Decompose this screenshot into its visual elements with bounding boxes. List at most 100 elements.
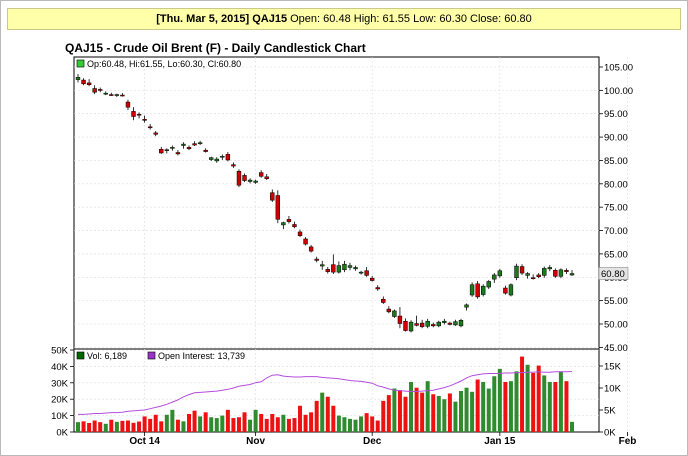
candle-body	[508, 284, 514, 296]
volume-bar	[475, 379, 480, 432]
ohlc-info-bar: [Thu. Mar 5, 2015] QAJ15 Open: 60.48 Hig…	[7, 8, 681, 30]
candle-body	[525, 273, 530, 276]
volume-bar	[492, 376, 497, 432]
volume-bar	[431, 394, 436, 432]
candle-body	[247, 179, 253, 182]
candle-body	[303, 238, 308, 245]
volume-bar	[520, 356, 525, 432]
price-tick-label: 95.00	[604, 109, 628, 120]
candle-body	[75, 77, 81, 80]
price-legend: Op:60.48, Hi:61.55, Lo:60.30, Cl:60.80	[87, 59, 241, 69]
volume-bar	[164, 414, 169, 432]
volume-bar	[436, 395, 441, 432]
candle-body	[236, 170, 242, 186]
volume-bar	[392, 388, 397, 432]
candle-body	[453, 321, 458, 326]
volume-bar	[142, 416, 147, 432]
volume-bar	[225, 409, 230, 432]
candle-body	[253, 180, 258, 183]
candle-body	[475, 283, 480, 298]
x-tick-label: Dec	[363, 436, 382, 447]
volume-bar	[198, 416, 203, 432]
candle-body	[364, 270, 369, 276]
candle-body	[419, 322, 425, 328]
volume-bar	[148, 418, 153, 432]
volume-bar	[536, 365, 541, 432]
price-tick-label: 45.00	[604, 343, 628, 354]
volume-bar	[464, 387, 469, 432]
candle-body	[436, 321, 441, 327]
volume-bar	[92, 420, 97, 432]
candle-body	[231, 164, 236, 167]
candle-body	[497, 270, 503, 277]
info-low-label: Low:	[413, 13, 437, 25]
volume-bar	[192, 410, 197, 432]
candle-body	[392, 310, 397, 317]
candle-body	[480, 285, 486, 295]
volume-bar	[81, 421, 86, 432]
volume-bar	[209, 417, 214, 432]
candle-body	[308, 246, 314, 252]
volume-bar	[370, 416, 375, 432]
candle-body	[558, 269, 564, 277]
candle-body	[203, 149, 208, 152]
volume-bar	[298, 405, 303, 432]
candle-body	[114, 94, 120, 96]
candle-body	[447, 322, 453, 325]
price-tick-label: 55.00	[604, 296, 628, 307]
candle-body	[109, 94, 114, 96]
candle-body	[131, 111, 136, 117]
price-tick-label: 50.00	[604, 320, 628, 331]
candle-body	[125, 101, 131, 108]
info-open: 60.48	[323, 13, 351, 25]
candle-body	[159, 148, 164, 154]
candle-body	[264, 176, 269, 179]
volume-bar	[481, 381, 486, 432]
volume-bar	[98, 422, 103, 432]
volume-bar	[137, 421, 142, 432]
volume-bar	[159, 421, 164, 432]
x-tick-label: Oct 14	[129, 436, 160, 447]
volume-bar	[253, 409, 258, 432]
volume-bar	[381, 400, 386, 432]
price-tick-label: 65.00	[604, 249, 628, 260]
volume-bar	[87, 422, 92, 432]
volume-bar	[125, 420, 130, 432]
volume-bar	[531, 372, 536, 432]
candle-body	[270, 192, 275, 201]
price-tick-label: 75.00	[604, 203, 628, 214]
candle-body	[242, 175, 247, 181]
candle-body	[353, 267, 358, 270]
candle-body	[547, 267, 552, 270]
volume-bar	[453, 401, 458, 432]
volume-bar	[420, 392, 425, 432]
volume-bar	[525, 364, 530, 432]
volume-bar	[503, 381, 508, 432]
candle-body	[397, 315, 403, 324]
candle-body	[503, 287, 508, 294]
volume-bar	[342, 417, 347, 432]
price-tick-label: 100.00	[604, 86, 633, 97]
candle-body	[209, 157, 214, 160]
candles	[75, 74, 575, 333]
price-tick-label: 70.00	[604, 226, 628, 237]
volume-bar	[414, 387, 419, 432]
volume-bar	[231, 418, 236, 432]
open-interest-line	[78, 371, 573, 415]
volume-bar	[470, 391, 475, 432]
candle-body	[314, 258, 319, 261]
volume-bar	[409, 381, 414, 432]
candle-body	[336, 265, 342, 273]
volume-tick-label: 0K	[56, 428, 68, 439]
volume-bar	[264, 418, 269, 432]
info-high: 61.55	[382, 13, 411, 25]
volume-bar	[170, 409, 175, 432]
volume-bar	[114, 421, 119, 432]
price-tick-label: 90.00	[604, 133, 628, 144]
volume-bar	[497, 368, 502, 432]
price-legend-swatch	[76, 59, 85, 68]
candle-body	[286, 219, 292, 222]
candle-body	[486, 281, 491, 288]
volume-bar	[375, 420, 380, 432]
volume-tick-label: 30K	[51, 378, 69, 389]
